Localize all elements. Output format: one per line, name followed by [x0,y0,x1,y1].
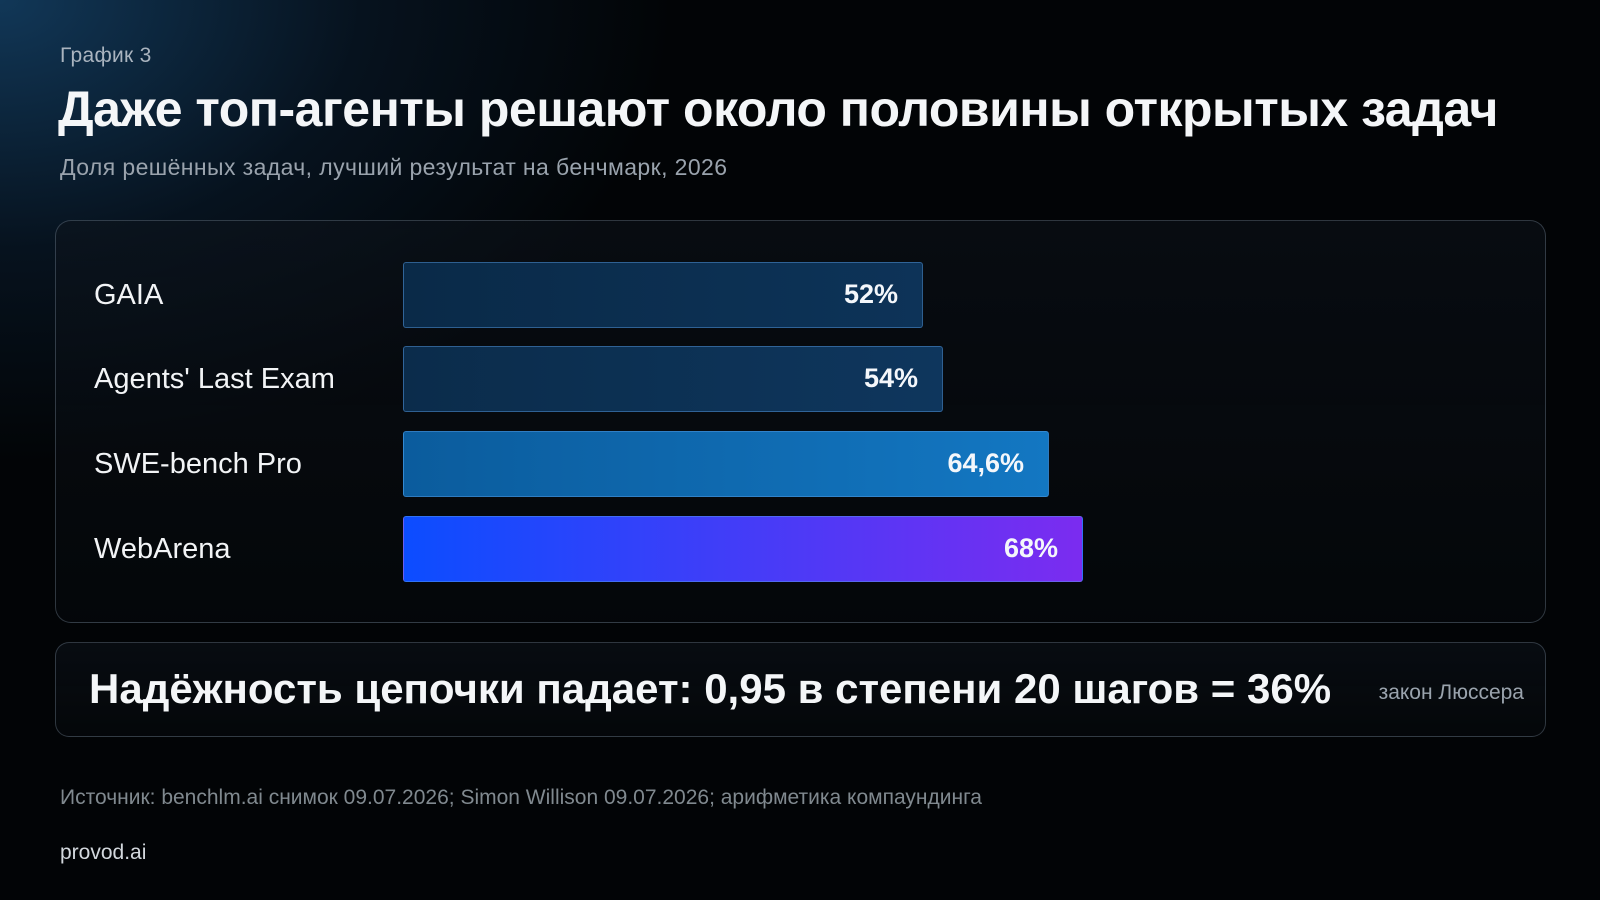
bar-chart-panel: GAIA 52% Agents' Last Exam 54% SWE-bench Pro… [55,220,1546,623]
bar-value-label: 52% [843,279,898,309]
bar-value-label: 64,6% [947,448,1024,478]
bar-row: Agents' Last Exam 54% [56,346,1545,412]
bar-webarena: 68% [403,516,1083,582]
bar-value-label: 68% [1003,533,1058,563]
reliability-callout: Надёжность цепочки падает: 0,95 в степен… [55,642,1546,737]
callout-note: закон Люссера [1378,681,1524,704]
bar-gaia: 52% [403,262,923,328]
bar-agents-last-exam: 54% [403,346,943,412]
bar-category-label: WebArena [94,533,231,565]
source-note: Источник: benchlm.ai снимок 09.07.2026; … [60,786,982,809]
brand-logo-text: provod.ai [60,841,147,864]
bar-row: SWE-bench Pro 64,6% [56,431,1545,497]
callout-text: Надёжность цепочки падает: 0,95 в степен… [89,665,1332,712]
chart-subtitle: Доля решённых задач, лучший результат на… [60,154,728,180]
bar-swe-bench-pro: 64,6% [403,431,1049,497]
bar-row: WebArena 68% [56,516,1545,582]
bar-category-label: SWE-bench Pro [94,448,302,480]
chart-title: Даже топ-агенты решают около половины от… [58,81,1498,137]
bar-row: GAIA 52% [56,262,1545,328]
bar-category-label: Agents' Last Exam [94,363,335,395]
bar-category-label: GAIA [94,279,164,311]
chart-kicker: График 3 [60,44,152,67]
bar-value-label: 54% [863,363,918,393]
